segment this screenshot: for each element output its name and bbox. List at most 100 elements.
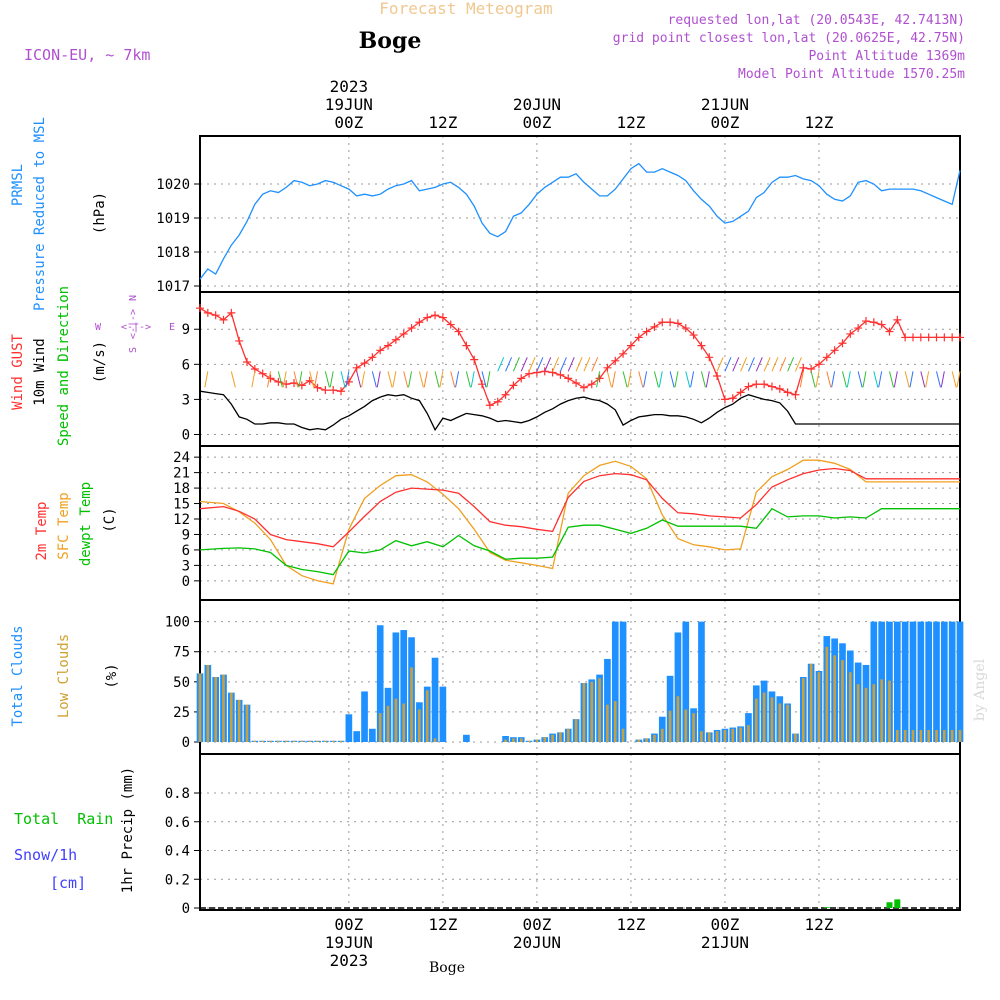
low-clouds-bar — [410, 667, 413, 742]
gust-marker — [235, 336, 244, 345]
low-clouds-bar — [942, 729, 946, 742]
low-clouds-bar — [378, 713, 382, 742]
top-time-label: 19JUN — [325, 95, 373, 114]
total-clouds-bar — [870, 621, 878, 742]
wind-direction-arrow — [951, 371, 957, 388]
gust-marker — [517, 374, 526, 383]
rain-bar — [823, 907, 830, 908]
low-clouds-bar — [621, 728, 625, 742]
gust-marker — [673, 319, 682, 328]
gust-label: Wind GUST — [10, 334, 26, 410]
temp-unit-label: (C) — [102, 507, 118, 532]
gust-marker — [838, 339, 847, 348]
gust-marker — [791, 390, 800, 399]
gust-marker — [666, 318, 675, 327]
wind-direction-arrow — [669, 371, 675, 388]
total-clouds-label: Total Clouds — [10, 625, 26, 726]
wind-direction-arrow — [909, 371, 914, 388]
gust-marker — [854, 324, 863, 333]
top-time-label: 00Z — [522, 113, 551, 132]
wind-direction-arrow — [277, 371, 283, 388]
model-altitude: Model Point Altitude 1570.25m — [738, 67, 965, 82]
wind-direction-arrow — [544, 357, 552, 372]
low-clouds-bar — [504, 739, 507, 742]
wind-direction-arrow — [779, 357, 787, 372]
low-clouds-bar — [637, 739, 641, 742]
wind-direction-arrow — [450, 371, 456, 388]
low-clouds-bar — [833, 655, 836, 742]
gust-marker — [626, 341, 635, 350]
gust-marker — [901, 333, 910, 342]
chart-layer: 1017101810191020036903691215182124025507… — [156, 77, 964, 970]
top-time-label: 00Z — [334, 113, 363, 132]
total-clouds-bar — [682, 621, 690, 742]
top-time-label: 2023 — [330, 77, 369, 96]
temperature-panel-frame — [199, 445, 961, 601]
wind-direction-arrow — [888, 371, 894, 388]
low-clouds-bar — [715, 731, 719, 742]
gust-marker — [556, 370, 565, 379]
gust-marker — [885, 327, 894, 336]
gust-marker — [932, 333, 941, 342]
gust-marker — [752, 380, 761, 389]
gust-marker — [431, 311, 440, 320]
low-clouds-bar — [895, 729, 899, 742]
gust-marker — [908, 333, 917, 342]
point-altitude: Point Altitude 1369m — [808, 49, 965, 64]
wind-direction-arrow — [606, 371, 612, 388]
gust-marker — [689, 331, 698, 340]
low-clouds-bar — [230, 692, 233, 742]
gust-marker — [713, 372, 722, 381]
wind-direction-arrow — [512, 357, 520, 372]
total-clouds-bar — [369, 728, 376, 742]
temperature-y-tick-label: 18 — [173, 481, 190, 497]
gust-marker — [893, 315, 902, 324]
gust-marker — [767, 382, 776, 391]
low-clouds-bar — [261, 740, 265, 742]
low-clouds-bar — [684, 709, 688, 742]
total-clouds-bar — [674, 632, 682, 742]
closest-coords: grid point closest lon,lat (20.0625E, 42… — [613, 31, 965, 46]
gust-marker — [532, 368, 541, 377]
low-clouds-bar — [645, 738, 648, 742]
total-clouds-bar — [392, 632, 400, 742]
gust-marker — [462, 341, 471, 350]
wind-direction-arrow — [403, 371, 409, 388]
gust-marker — [595, 374, 604, 383]
wind-direction-arrow — [862, 371, 867, 388]
precip-y-tick-label: 0.4 — [165, 844, 190, 860]
wind-direction-arrow — [857, 371, 863, 388]
low-clouds-bar — [222, 674, 225, 742]
temperature-y-tick-label: 3 — [182, 558, 190, 574]
low-clouds-bar — [613, 701, 617, 742]
compass-s: S — [128, 347, 139, 353]
gust-marker — [399, 329, 408, 338]
precip-y-tick-label: 0.8 — [165, 786, 190, 802]
gust-marker — [814, 360, 823, 369]
low-clouds-bar — [762, 692, 766, 742]
wind-direction-arrow — [423, 371, 428, 388]
low-clouds-bar — [809, 663, 813, 742]
gust-marker — [720, 395, 729, 404]
sfc-temp-label: SFC Temp — [56, 492, 72, 559]
gust-marker — [438, 313, 447, 322]
wind-panel-frame — [199, 291, 961, 447]
wind-direction-arrow — [940, 371, 945, 388]
temperature-y-tick-label: 6 — [182, 543, 190, 559]
low-clouds-bar — [512, 738, 515, 742]
snow-label: Snow/1h — [14, 846, 77, 864]
low-clouds-bar — [950, 729, 954, 742]
gust-marker — [830, 346, 839, 355]
wind-direction-arrow — [455, 371, 460, 388]
top-time-label: 00Z — [710, 113, 739, 132]
total-clouds-bar — [909, 621, 917, 742]
total-clouds-bar — [956, 621, 964, 742]
wind-direction-arrow — [920, 371, 926, 388]
low-clouds-bar — [825, 646, 829, 742]
gust-marker — [313, 383, 322, 392]
total-clouds-bar — [502, 735, 509, 742]
clouds-y-tick-label: 50 — [173, 675, 190, 691]
wind-direction-arrow — [376, 371, 381, 388]
requested-coords: requested lon,lat (20.0543E, 42.7413N) — [668, 13, 965, 28]
total-clouds-bar — [917, 621, 925, 742]
